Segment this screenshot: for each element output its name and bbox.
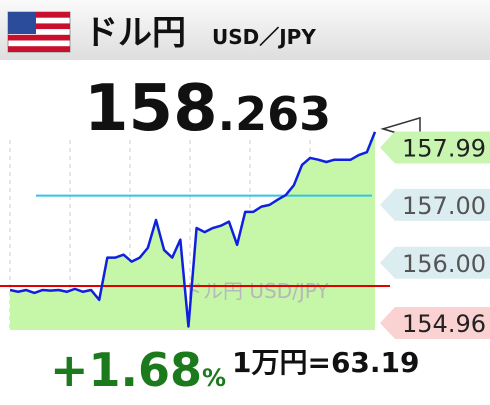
watermark: ドル円 USD/JPY [183,279,329,303]
y-tick-label: 157.00 [402,192,486,220]
flag [7,11,71,53]
y-tick-label: 156.00 [402,250,486,278]
y-tick-label: 157.99 [402,135,486,163]
price-integer: 158 [84,72,218,146]
pair: USD／JPY [212,25,316,49]
area [10,131,375,330]
change: +1.68% [50,343,226,397]
price-tag [380,307,490,340]
title: ドル円 [84,13,186,53]
plot: ドル円 USD/JPY 157.99 157.00 156.00 154.96 [0,116,490,340]
price-tag [380,131,490,164]
price-decimal: .263 [218,87,332,141]
header-bar [0,0,490,60]
price-tag [380,246,490,279]
conversion: 1万円=63.19 [232,346,420,379]
price-tag [380,188,490,221]
price-line [9,131,377,328]
price: 158.263 [84,72,331,146]
change-value: +1.68 [50,343,202,397]
y-tick-label: 154.96 [402,310,486,338]
change-unit: % [202,364,226,392]
